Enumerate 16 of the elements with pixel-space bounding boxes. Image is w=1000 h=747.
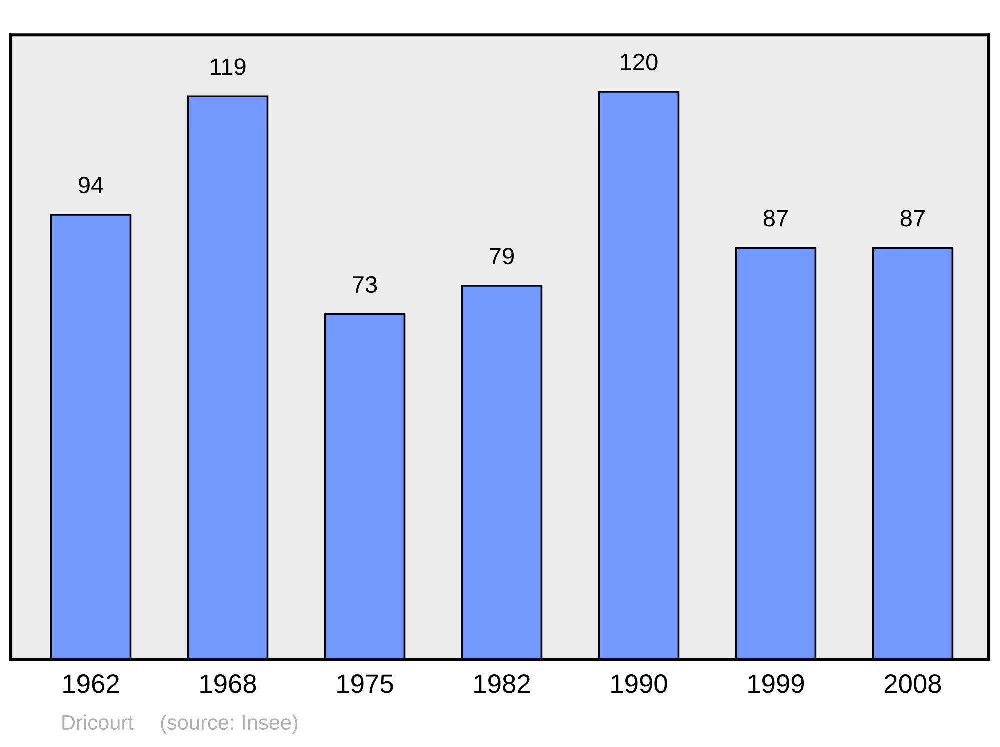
x-tick-label: 1975: [338, 674, 394, 694]
data-label: 120: [621, 54, 658, 71]
data-label: 94: [78, 176, 104, 194]
x-tick-label: 1982: [474, 674, 530, 694]
x-tick-label: 2008: [884, 674, 942, 694]
x-tick-label: 1999: [748, 674, 804, 694]
data-label: 79: [490, 248, 514, 265]
x-tick-label: 1962: [64, 674, 120, 694]
data-label: 87: [764, 210, 788, 227]
text: (source: Insee): [161, 714, 298, 734]
data-label: 119: [210, 58, 246, 76]
x-tick-label: 1990: [612, 674, 668, 694]
data-label: 87: [900, 210, 925, 227]
text: Dricourt: [62, 714, 134, 730]
x-tick-label: 1968: [200, 674, 256, 694]
data-label: 73: [353, 276, 378, 294]
